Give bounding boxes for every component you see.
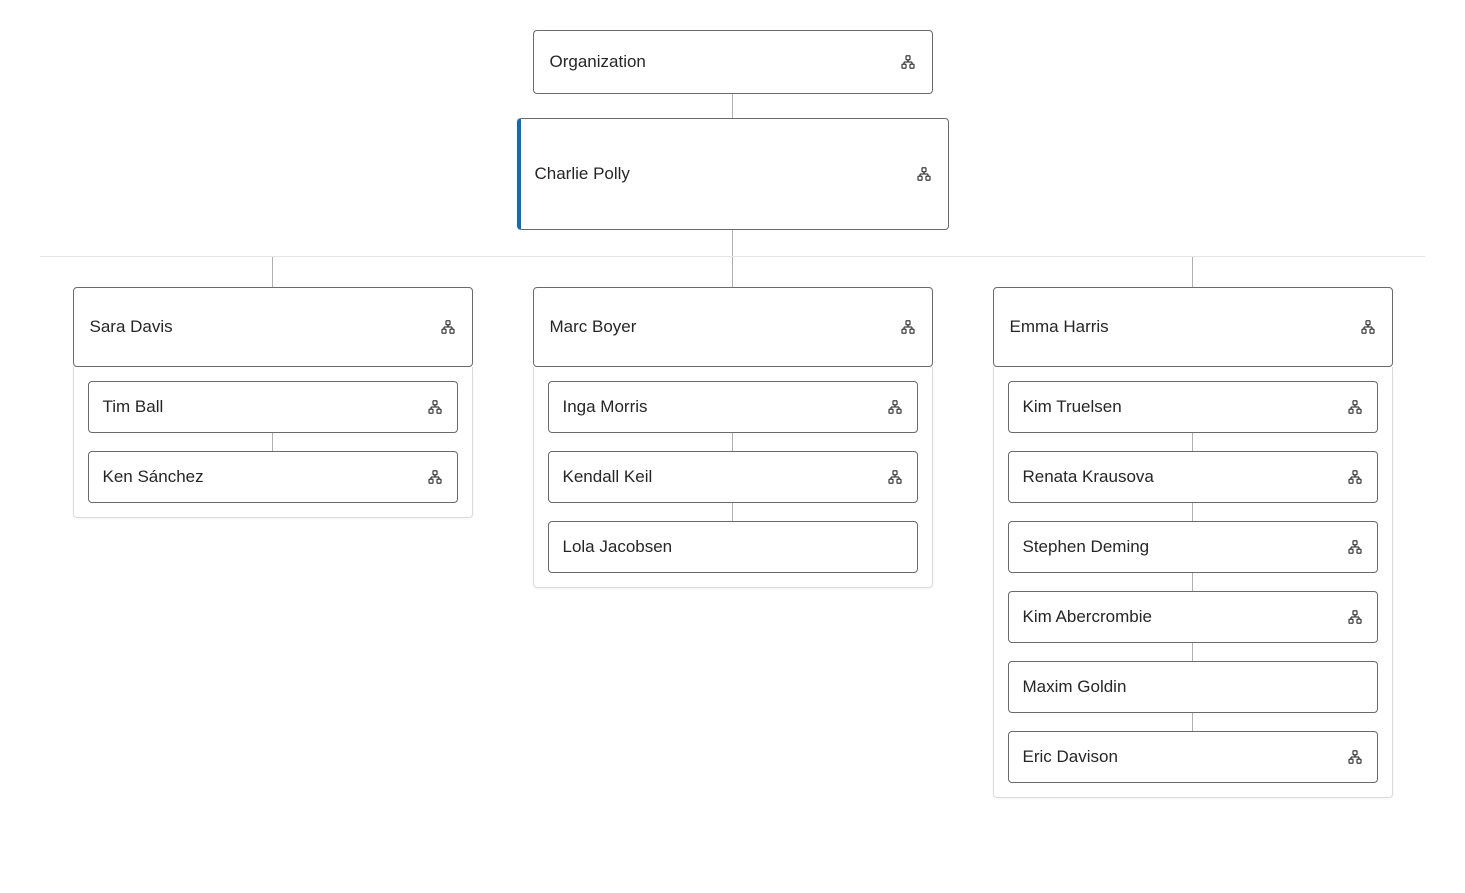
child-node-label: Renata Krausova (1023, 467, 1154, 487)
connector (732, 230, 733, 256)
child-node-label: Tim Ball (103, 397, 164, 417)
child-node-label: Kim Abercrombie (1023, 607, 1152, 627)
connector (272, 433, 273, 451)
hierarchy-icon (887, 469, 903, 485)
manager-node-label: Emma Harris (1010, 317, 1109, 337)
child-node-label: Ken Sánchez (103, 467, 204, 487)
hierarchy-icon (1347, 469, 1363, 485)
child-node[interactable]: Lola Jacobsen (548, 521, 918, 573)
selected-node-label: Charlie Polly (535, 164, 630, 184)
columns-row: Sara Davis Tim Ball Ken Sánchez Marc Boyer I… (0, 257, 1465, 798)
org-chart: Organization Charlie Polly (0, 0, 1465, 798)
connector (272, 257, 273, 287)
connector (732, 433, 733, 451)
children-panel: Kim Truelsen Renata Krausova Stephen Demin… (993, 367, 1393, 798)
connector (732, 257, 733, 287)
connector (1192, 257, 1193, 287)
hierarchy-icon (1347, 749, 1363, 765)
child-node-label: Lola Jacobsen (563, 537, 673, 557)
child-node-label: Kim Truelsen (1023, 397, 1122, 417)
connector (1192, 573, 1193, 591)
child-node-label: Maxim Goldin (1023, 677, 1127, 697)
hierarchy-icon (427, 399, 443, 415)
connector (1192, 433, 1193, 451)
manager-node-label: Sara Davis (90, 317, 173, 337)
connector (1192, 643, 1193, 661)
manager-node[interactable]: Sara Davis (73, 287, 473, 367)
hierarchy-icon (440, 319, 456, 335)
child-node[interactable]: Eric Davison (1008, 731, 1378, 783)
connector (1192, 713, 1193, 731)
hierarchy-icon (900, 54, 916, 70)
hierarchy-icon (1347, 539, 1363, 555)
child-node-label: Kendall Keil (563, 467, 653, 487)
children-panel: Tim Ball Ken Sánchez (73, 367, 473, 518)
hierarchy-icon (1347, 609, 1363, 625)
top-section: Organization Charlie Polly (0, 30, 1465, 256)
branch-column: Sara Davis Tim Ball Ken Sánchez (73, 257, 473, 798)
hierarchy-icon (427, 469, 443, 485)
children-panel: Inga Morris Kendall Keil Lola Jacobsen (533, 367, 933, 588)
hierarchy-icon (900, 319, 916, 335)
branch-column: Marc Boyer Inga Morris Kendall Keil Lola Ja… (533, 257, 933, 798)
manager-node-label: Marc Boyer (550, 317, 637, 337)
child-node[interactable]: Inga Morris (548, 381, 918, 433)
hierarchy-icon (1360, 319, 1376, 335)
root-node[interactable]: Organization (533, 30, 933, 94)
connector (1192, 503, 1193, 521)
child-node-label: Inga Morris (563, 397, 648, 417)
manager-node[interactable]: Emma Harris (993, 287, 1393, 367)
child-node[interactable]: Kendall Keil (548, 451, 918, 503)
child-node[interactable]: Ken Sánchez (88, 451, 458, 503)
hierarchy-icon (1347, 399, 1363, 415)
hierarchy-icon (916, 166, 932, 182)
manager-node[interactable]: Marc Boyer (533, 287, 933, 367)
connector (732, 94, 733, 118)
child-node-label: Eric Davison (1023, 747, 1118, 767)
connector (732, 503, 733, 521)
child-node[interactable]: Kim Truelsen (1008, 381, 1378, 433)
branch-column: Emma Harris Kim Truelsen Renata Krausova St… (993, 257, 1393, 798)
child-node[interactable]: Renata Krausova (1008, 451, 1378, 503)
child-node[interactable]: Stephen Deming (1008, 521, 1378, 573)
selected-node[interactable]: Charlie Polly (517, 118, 949, 230)
root-node-label: Organization (550, 52, 646, 72)
child-node[interactable]: Kim Abercrombie (1008, 591, 1378, 643)
child-node[interactable]: Maxim Goldin (1008, 661, 1378, 713)
hierarchy-icon (887, 399, 903, 415)
child-node[interactable]: Tim Ball (88, 381, 458, 433)
child-node-label: Stephen Deming (1023, 537, 1150, 557)
